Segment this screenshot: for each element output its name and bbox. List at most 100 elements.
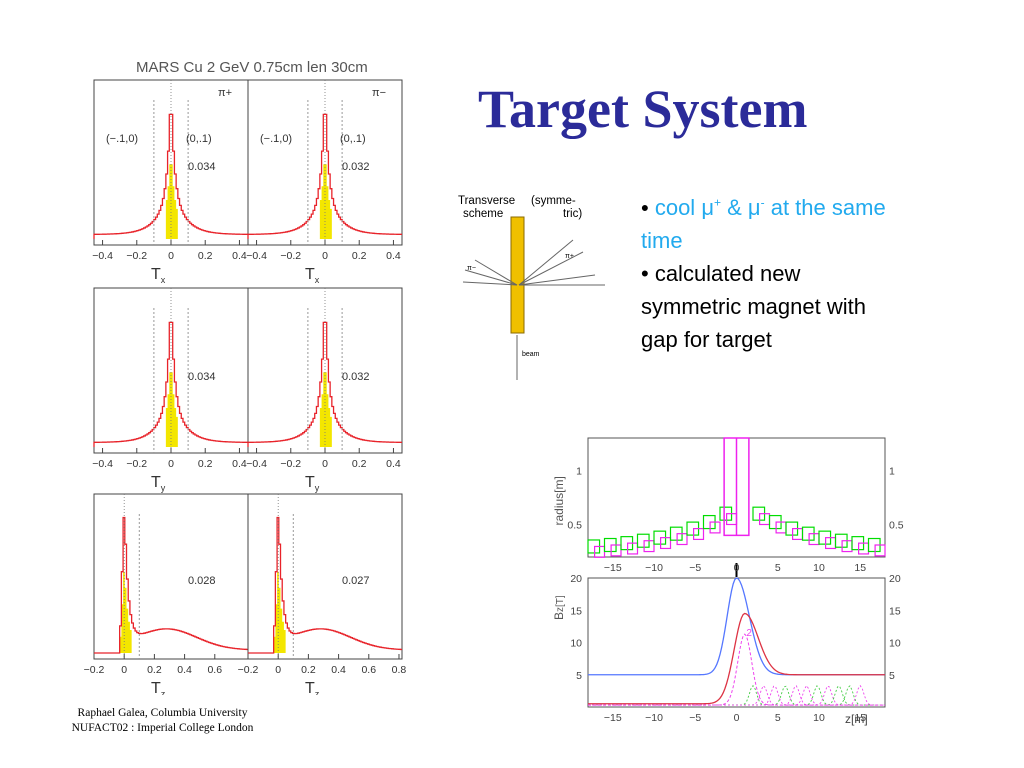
- mars-panel-0-0: −0.4 −0.2 0 0.2 0.4 Tx π+ (−.1,0) (0,.1) 0.034 0.0…: [92, 50, 249, 285]
- mars-histogram-figure: MARS Cu 2 GeV 0.75cm len 30cm −0.4 −0.2 0 0…: [84, 50, 407, 695]
- axis-label: Tx: [305, 266, 320, 285]
- x-tick-label: −0.2: [126, 250, 147, 262]
- x-tick-label: −0.2: [280, 458, 301, 470]
- target-rod: [510, 216, 525, 334]
- coil-contributions: [588, 633, 885, 706]
- magenta-coil: [643, 540, 655, 553]
- value-right: 0.034: [188, 371, 216, 383]
- x-tick-label: −0.4: [92, 458, 113, 470]
- field-ytick-label: 15: [570, 605, 582, 617]
- scattered-tracks: [462, 239, 605, 286]
- field-xtick-label: −5: [689, 712, 701, 724]
- x-tick-label: 0.2: [352, 250, 367, 262]
- radius-ytick-label-right: 0.5: [889, 520, 904, 532]
- x-tick-label: 0.4: [232, 458, 247, 470]
- radius-xtick-label: 0: [734, 562, 740, 574]
- axis-label: Ty: [305, 474, 320, 493]
- scheme-label-symme: (symme-: [531, 195, 576, 207]
- pi-minus-label: π−: [467, 265, 476, 272]
- mars-panels: −0.4 −0.2 0 0.2 0.4 Tx π+ (−.1,0) (0,.1) 0.034 0.0…: [84, 50, 407, 695]
- histogram-curve: [247, 113, 402, 239]
- field-panel-frame: [587, 577, 886, 708]
- beam-label: beam: [522, 351, 540, 358]
- field-ytick-label-right: 20: [889, 573, 901, 585]
- radius-xtick-label: −15: [604, 562, 622, 574]
- value-right: 0.034: [188, 161, 216, 173]
- x-tick-label: 0.4: [331, 664, 346, 676]
- scheme-label-tric: tric): [563, 208, 582, 220]
- field-ytick-label-right: 10: [889, 638, 901, 650]
- field-xtick-label: 15: [854, 712, 866, 724]
- x-tick-label: −0.4: [92, 250, 113, 262]
- field-xtick-label: 5: [775, 712, 781, 724]
- radius-axis-label: radius[m]: [552, 476, 566, 525]
- range-right: (0,.1): [340, 133, 366, 145]
- x-tick-label: 0: [121, 664, 127, 676]
- x-tick-label: 0.2: [301, 664, 316, 676]
- x-tick-label: 0.4: [177, 664, 192, 676]
- panel-frame: [93, 493, 249, 660]
- axis-label: Tz: [305, 680, 320, 695]
- yellow-fill: [165, 164, 178, 239]
- x-tick-label: −0.4: [246, 458, 267, 470]
- footer-author: Raphael Galea, Columbia University: [77, 707, 248, 719]
- magenta-coil: [626, 542, 639, 555]
- x-tick-label: 0.4: [232, 250, 247, 262]
- field-xtick-label: 10: [813, 712, 825, 724]
- yellow-fill: [165, 372, 178, 447]
- magenta-coil: [874, 544, 886, 557]
- field-ytick-label: 10: [570, 638, 582, 650]
- value-right: 0.028: [188, 575, 216, 587]
- yellow-fill: [319, 372, 332, 447]
- field-xtick-label: 0: [734, 712, 740, 724]
- value-left: 0.034: [106, 50, 134, 53]
- x-tick-label: 0.4: [386, 250, 401, 262]
- particle-label: π−: [372, 87, 386, 99]
- coil-label: 2: [746, 628, 752, 639]
- main-coil-curve: [588, 633, 885, 706]
- field-ytick-label-right: 15: [889, 605, 901, 617]
- histogram-curve: [93, 113, 248, 239]
- x-tick-label: 0.2: [198, 458, 213, 470]
- magenta-coil: [709, 521, 721, 534]
- x-tick-label: 0.2: [147, 664, 162, 676]
- range-left: (−.1,0): [260, 133, 292, 145]
- value-right: 0.027: [342, 575, 370, 587]
- panel-frame: [247, 493, 403, 660]
- histogram-curve: [94, 516, 248, 654]
- field-xtick-label: −15: [604, 712, 622, 724]
- histogram-curve: [93, 321, 248, 447]
- x-tick-label: 0.2: [352, 458, 367, 470]
- axis-label: Tz: [151, 680, 166, 695]
- magenta-coil: [693, 527, 705, 541]
- x-tick-label: 0: [322, 250, 328, 262]
- radius-xtick-label: −5: [689, 562, 701, 574]
- axis-label: Ty: [151, 474, 166, 493]
- bullet-1-text: cool μ+ & μ- at the same time: [641, 195, 886, 254]
- mars-panel-2-0: −0.2 0 0.2 0.4 0.6 Tz 0.028: [84, 493, 249, 695]
- x-tick-label: 0.2: [198, 250, 213, 262]
- x-tick-label: 0: [168, 458, 174, 470]
- magenta-coil: [610, 544, 622, 557]
- value-left: 0.032: [260, 50, 288, 53]
- coil-contribution-curve: [588, 684, 885, 706]
- x-tick-label: 0: [275, 664, 281, 676]
- histogram-curve: [248, 516, 402, 654]
- field-axis-label: Bz[T]: [552, 595, 566, 620]
- value-right: 0.032: [342, 371, 370, 383]
- yellow-fill: [273, 571, 286, 653]
- yellow-fill: [319, 164, 332, 239]
- histogram-curve: [247, 321, 402, 447]
- x-tick-label: 0: [322, 458, 328, 470]
- radius-xtick-label: 5: [775, 562, 781, 574]
- magenta-coil: [676, 533, 688, 546]
- scheme-label-transverse: Transverse: [458, 195, 515, 207]
- x-tick-label: −0.4: [246, 250, 267, 262]
- radius-ytick-label: 0.5: [567, 520, 582, 532]
- radius-xtick-label: 15: [854, 562, 866, 574]
- coil-rectangles: [587, 437, 886, 558]
- value-left: 0.031: [260, 50, 288, 53]
- x-tick-label: −0.2: [126, 458, 147, 470]
- footer: Raphael Galea, Columbia University NUFAC…: [40, 706, 285, 736]
